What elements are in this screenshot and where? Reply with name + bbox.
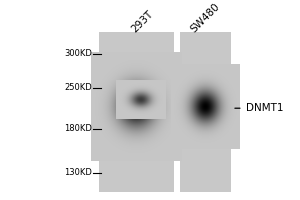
- Text: 130KD: 130KD: [64, 168, 92, 177]
- Text: 250KD: 250KD: [64, 83, 92, 92]
- Text: 300KD: 300KD: [64, 49, 92, 58]
- Text: DNMT1: DNMT1: [235, 103, 283, 113]
- Bar: [180, 32, 231, 192]
- Text: 180KD: 180KD: [64, 124, 92, 133]
- Text: SW480: SW480: [189, 1, 222, 34]
- Text: 293T: 293T: [130, 9, 155, 34]
- Bar: [99, 32, 174, 192]
